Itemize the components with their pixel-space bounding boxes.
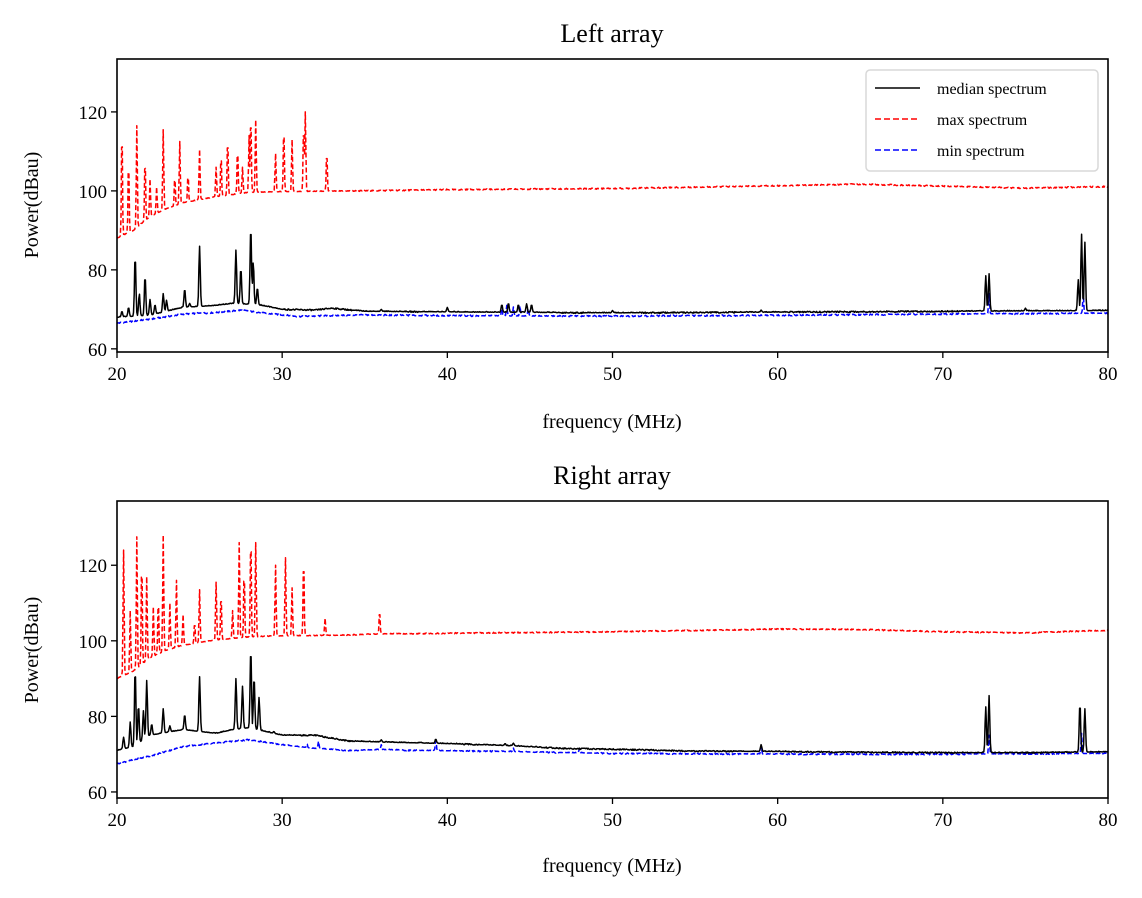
x-axis-label: frequency (MHz) <box>542 855 681 877</box>
x-tick-label: 60 <box>768 364 787 385</box>
series-line-median-spectrum <box>117 655 1108 755</box>
panel-right-array: Right array 20 30 40 50 60 70 80 60 80 100 120 fre… <box>21 461 1118 877</box>
y-tick-label: 80 <box>88 707 107 728</box>
y-tick-label: 120 <box>79 556 108 577</box>
x-tick-label: 50 <box>603 364 622 385</box>
x-tick-label: 20 <box>108 810 127 831</box>
x-tick-label: 50 <box>603 810 622 831</box>
legend-label-min: min spectrum <box>937 143 1025 160</box>
legend-label-max: max spectrum <box>937 112 1028 129</box>
x-tick-label: 60 <box>768 810 787 831</box>
x-tick-label: 20 <box>108 364 127 385</box>
axis-ticks: 20 30 40 50 60 70 80 60 80 100 120 <box>79 103 1118 385</box>
y-tick-label: 60 <box>88 783 107 804</box>
y-tick-label: 80 <box>88 261 107 282</box>
y-tick-label: 100 <box>79 182 108 203</box>
series-line-max-spectrum <box>117 534 1108 680</box>
series-line-max-spectrum <box>117 111 1108 239</box>
series-line-min-spectrum <box>117 292 1108 325</box>
x-tick-label: 40 <box>438 364 457 385</box>
axes-frame <box>116 500 1109 799</box>
x-tick-label: 40 <box>438 810 457 831</box>
series-line-min-spectrum <box>117 732 1108 765</box>
x-tick-label: 70 <box>933 364 952 385</box>
x-tick-label: 30 <box>273 364 292 385</box>
legend: median spectrum max spectrum min spectru… <box>865 69 1099 172</box>
plot-area <box>117 534 1108 765</box>
x-axis-label: frequency (MHz) <box>542 411 681 433</box>
plot-area <box>117 111 1108 325</box>
x-tick-label: 80 <box>1099 810 1118 831</box>
panel-left-array: Left array 20 30 40 50 60 70 80 60 80 100 120 freq… <box>21 19 1118 433</box>
chart-title: Right array <box>553 461 671 490</box>
x-tick-label: 70 <box>933 810 952 831</box>
y-tick-label: 100 <box>79 632 108 653</box>
x-tick-label: 30 <box>273 810 292 831</box>
x-tick-label: 80 <box>1099 364 1118 385</box>
axis-ticks: 20 30 40 50 60 70 80 60 80 100 120 <box>79 556 1118 831</box>
legend-label-median: median spectrum <box>937 81 1047 98</box>
y-axis-label: Power(dBau) <box>21 152 43 259</box>
y-tick-label: 60 <box>88 340 107 361</box>
y-axis-label: Power(dBau) <box>21 597 43 704</box>
series-line-median-spectrum <box>117 233 1108 319</box>
chart-title: Left array <box>560 19 663 48</box>
y-tick-label: 120 <box>79 103 108 124</box>
legend-frame <box>865 69 1099 172</box>
